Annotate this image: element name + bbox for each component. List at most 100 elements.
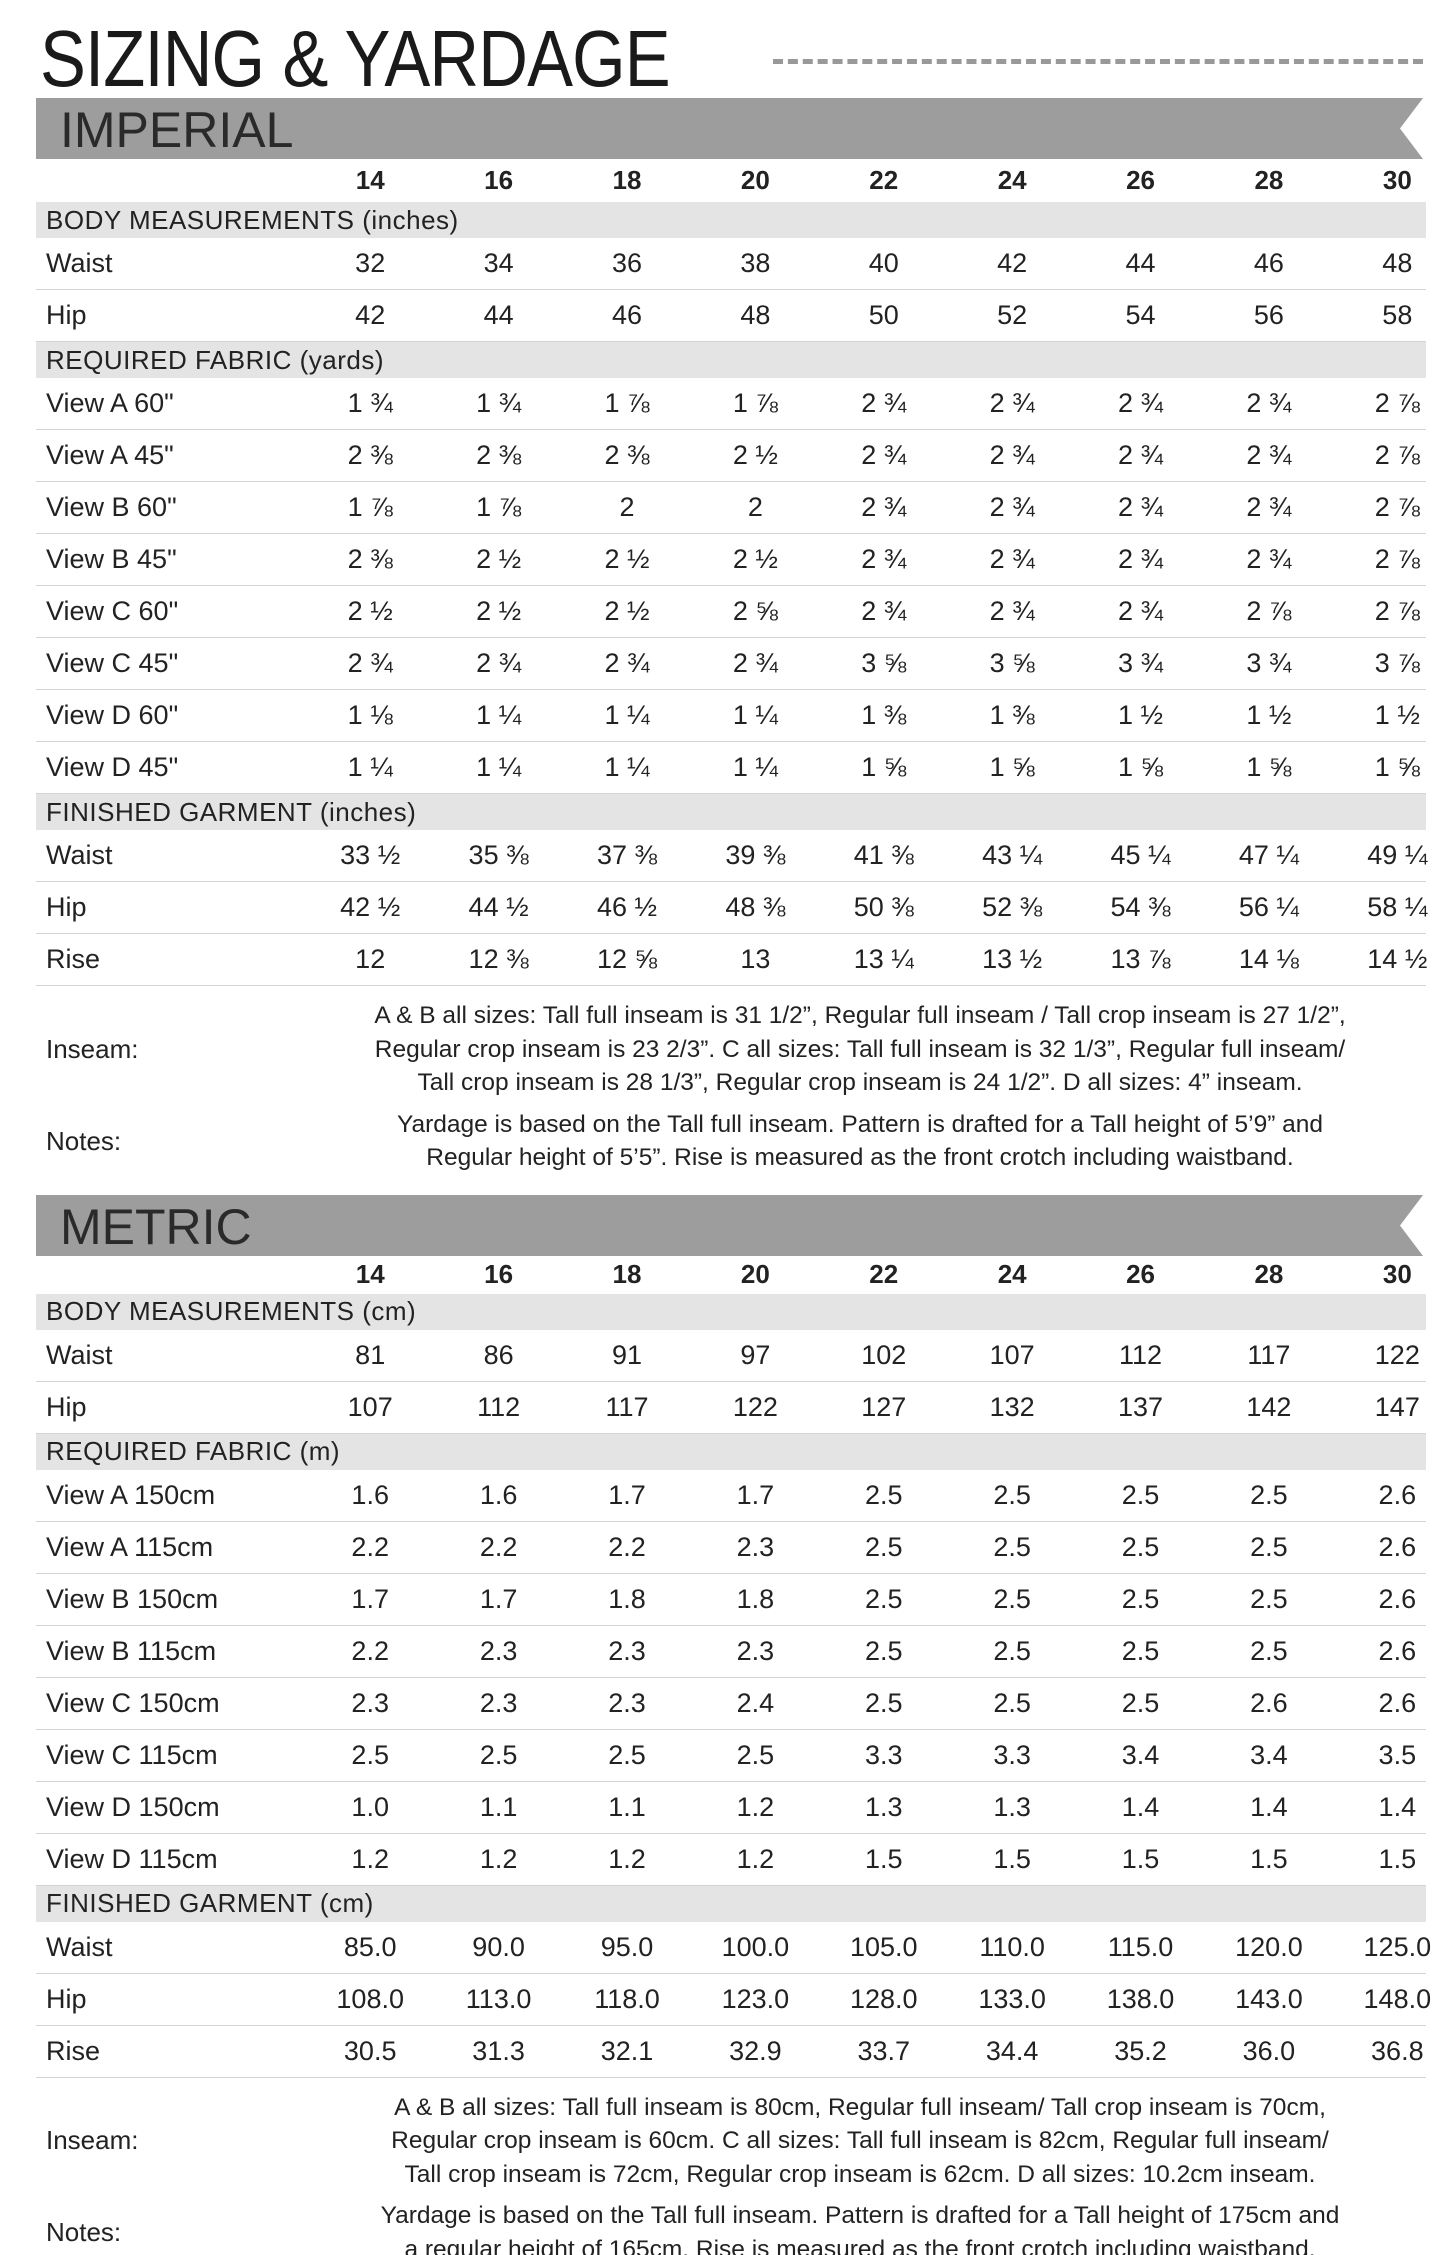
size-header: 14 xyxy=(355,1259,385,1289)
table-cell: 32 xyxy=(355,248,386,278)
table-cell: 52 ⅜ xyxy=(982,892,1043,922)
table-cell: 2.6 xyxy=(1378,1687,1417,1718)
table-cell: 2 ½ xyxy=(476,596,522,626)
table-cell: 54 ⅜ xyxy=(1110,892,1171,922)
table-cell: 12 xyxy=(355,944,386,974)
table-cell: 45 ¼ xyxy=(1110,840,1171,870)
table-cell: 2.5 xyxy=(479,1739,518,1770)
table-row: Hip 42 ½ 44 ½ 46 ½ 48 ⅜ 50 ⅜ 52 ⅜ 54 ⅜ 56 ¼ 58 ¼ xyxy=(36,882,1427,934)
table-row: View D 115cm 1.2 1.2 1.2 1.2 1.5 1.5 1.5 1.5 1.5 xyxy=(36,1834,1426,1886)
table-cell: 2 ⅞ xyxy=(1374,596,1420,626)
table-cell: 1.7 xyxy=(608,1479,646,1510)
table-cell: 2.2 xyxy=(351,1635,389,1666)
row-label: View D 115cm xyxy=(46,1843,218,1874)
table-row: View C 45" 2 ¾ 2 ¾ 2 ¾ 2 ¾ 3 ⅝ 3 ⅝ 3 ¾ 3 ¾ 3 ⅞ xyxy=(36,638,1426,690)
table-row: View D 45" 1 ¼ 1 ¼ 1 ¼ 1 ¼ 1 ⅝ 1 ⅝ 1 ⅝ 1 ⅝ 1 ⅝ xyxy=(36,742,1426,794)
table-cell: 3 ⅝ xyxy=(861,648,907,678)
size-header: 18 xyxy=(612,165,642,195)
table-row: Hip 42 44 46 48 50 52 54 56 58 xyxy=(36,290,1426,342)
notes-label: Notes: xyxy=(46,2217,122,2247)
table-row: View A 60" 1 ¾ 1 ¾ 1 ⅞ 1 ⅞ 2 ¾ 2 ¾ 2 ¾ 2 ¾ 2 ⅞ xyxy=(36,378,1426,430)
table-cell: 2.4 xyxy=(736,1687,775,1718)
table-cell: 50 ⅜ xyxy=(853,892,914,922)
table-cell: 13 ¼ xyxy=(853,944,914,974)
table-cell: 2.5 xyxy=(864,1583,903,1614)
inseam-text: A & B all sizes: Tall full inseam is 31 … xyxy=(294,999,1426,1100)
table-cell: 112 xyxy=(477,1391,521,1422)
table-cell: 1 ⅛ xyxy=(347,700,393,730)
table-cell: 2 ¾ xyxy=(861,492,907,522)
table-cell: 2 ⅜ xyxy=(347,544,393,574)
table-cell: 1 ½ xyxy=(1374,700,1420,730)
row-label: View D 45" xyxy=(46,752,179,782)
table-cell: 2.5 xyxy=(1121,1479,1160,1510)
table-cell: 1.3 xyxy=(993,1791,1031,1822)
table-cell: 138.0 xyxy=(1106,1983,1175,2014)
table-cell: 2 ½ xyxy=(347,596,393,626)
table-cell: 143.0 xyxy=(1235,1983,1303,2014)
size-header: 26 xyxy=(1126,1259,1155,1289)
size-header: 20 xyxy=(740,1259,770,1289)
table-cell: 42 xyxy=(997,248,1028,278)
row-label: View A 45" xyxy=(46,440,174,470)
table-cell: 2.5 xyxy=(864,1479,903,1510)
table-cell: 12 ⅝ xyxy=(596,944,657,974)
table-cell: 1.5 xyxy=(1378,1843,1417,1874)
row-label: Hip xyxy=(46,892,87,922)
table-cell: 2 ¾ xyxy=(1246,388,1292,418)
notes-line: Regular height of 5’5”. Rise is measured… xyxy=(426,1144,1294,1171)
group-header: FINISHED GARMENT (inches) xyxy=(36,794,1426,830)
table-cell: 1 ¼ xyxy=(732,752,778,782)
table-cell: 2.5 xyxy=(864,1531,903,1562)
group-header: REQUIRED FABRIC (yards) xyxy=(36,342,1426,378)
table-cell: 2.5 xyxy=(608,1739,646,1770)
notes-text: Yardage is based on the Tall full inseam… xyxy=(294,2199,1426,2255)
row-label: View D 60" xyxy=(46,700,179,730)
table-cell: 1 ⅝ xyxy=(1374,752,1420,782)
table-cell: 3 ⅞ xyxy=(1374,648,1420,678)
table-cell: 33 ½ xyxy=(340,840,401,870)
table-row: Rise 12 12 ⅜ 12 ⅝ 13 13 ¼ 13 ½ 13 ⅞ 14 ⅛ 14 ½ xyxy=(36,934,1427,986)
table-cell: 148.0 xyxy=(1363,1983,1432,2014)
table-cell: 2 ⅜ xyxy=(347,440,393,470)
table-cell: 1 ½ xyxy=(1118,700,1164,730)
table-row: Hip 108.0 113.0 118.0 123.0 128.0 133.0 138.0 14… xyxy=(36,1974,1431,2026)
table-cell: 132 xyxy=(989,1391,1035,1422)
table-cell: 2.6 xyxy=(1378,1635,1417,1666)
table-cell: 2.3 xyxy=(479,1635,518,1666)
table-cell: 1 ½ xyxy=(1246,700,1292,730)
table-cell: 1.4 xyxy=(1250,1791,1288,1822)
table-cell: 1 ⅝ xyxy=(1118,752,1164,782)
row-label: Waist xyxy=(46,248,113,278)
inseam-line: Regular crop inseam is 60cm. C all sizes… xyxy=(391,2127,1329,2154)
inseam-label: Inseam: xyxy=(46,1033,139,1064)
table-cell: 128.0 xyxy=(849,1983,918,2014)
table-cell: 1.1 xyxy=(608,1791,646,1822)
table-cell: 34 xyxy=(483,248,514,278)
size-header: 16 xyxy=(484,1259,514,1289)
table-cell: 40 xyxy=(868,248,899,278)
table-cell: 14 ⅛ xyxy=(1238,944,1299,974)
table-cell: 1.6 xyxy=(351,1479,389,1510)
table-cell: 85.0 xyxy=(343,1931,397,1962)
table-cell: 33.7 xyxy=(857,2035,911,2066)
table-cell: 1.5 xyxy=(1121,1843,1160,1874)
table-cell: 2 ¾ xyxy=(861,596,907,626)
table-cell: 90.0 xyxy=(472,1931,525,1962)
table-cell: 46 xyxy=(611,300,642,330)
table-row: Hip 107 112 117 122 127 132 137 142 147 xyxy=(36,1382,1426,1434)
table-cell: 105.0 xyxy=(849,1931,918,1962)
table-cell: 91 xyxy=(611,1339,642,1370)
table-cell: 2 ¾ xyxy=(1246,544,1292,574)
table-cell: 127 xyxy=(861,1391,907,1422)
table-cell: 42 xyxy=(355,300,386,330)
table-cell: 2 ¾ xyxy=(989,440,1035,470)
inseam-block: Inseam: A & B all sizes: Tall full inseam… xyxy=(36,999,1426,1100)
table-cell: 2.3 xyxy=(608,1687,646,1718)
table-cell: 1 ¼ xyxy=(604,700,650,730)
table-cell: 2.3 xyxy=(736,1531,775,1562)
table-row: View C 150cm 2.3 2.3 2.3 2.4 2.5 2.5 2.5 2.6 2.6 xyxy=(36,1678,1426,1730)
table-cell: 49 ¼ xyxy=(1367,840,1428,870)
table-cell: 81 xyxy=(355,1339,386,1370)
